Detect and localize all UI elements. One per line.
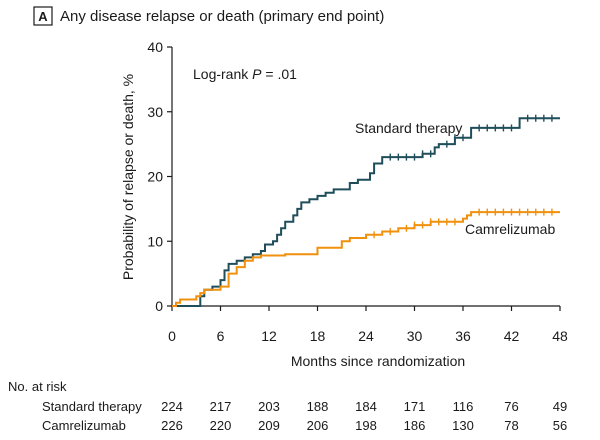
at-risk-value-camrelizumab: 130 [452,418,474,433]
at-risk-value-standard-therapy: 203 [258,399,280,414]
at-risk-heading: No. at risk [8,379,67,394]
axes: 0 10 20 30 40 0 6 12 18 24 30 36 42 48 [147,39,568,344]
x-tick-label: 42 [504,328,520,344]
at-risk-value-standard-therapy: 184 [355,399,377,414]
y-tick-label: 30 [147,104,163,120]
y-tick-label: 40 [147,39,163,55]
y-axis-label: Probability of relapse or death, % [120,74,136,280]
curves [172,114,560,307]
panel-letter: A [38,9,48,24]
at-risk-value-standard-therapy: 116 [453,399,474,414]
at-risk-value-standard-therapy: 49 [553,399,567,414]
panel-title: Any disease relapse or death (primary en… [60,8,384,25]
x-tick-label: 30 [407,328,423,344]
at-risk-value-camrelizumab: 226 [161,418,183,433]
at-risk-value-camrelizumab: 220 [210,418,232,433]
logrank-annotation: Log-rank P = .01 [193,66,297,82]
at-risk-value-standard-therapy: 76 [504,399,518,414]
panel-letter-box [33,6,53,26]
y-tick-label: 20 [147,169,163,185]
y-tick-label: 0 [155,298,163,314]
x-tick-label: 36 [455,328,471,344]
at-risk-value-camrelizumab: 78 [504,418,518,433]
x-tick-label: 0 [168,328,176,344]
at-risk-row-label-standard-therapy: Standard therapy [42,399,142,414]
at-risk-value-standard-therapy: 188 [307,399,329,414]
at-risk-values: 224 217 203 188 184 171 116 76 49 226 220 209 206 198… [161,399,567,433]
at-risk-value-camrelizumab: 56 [553,418,567,433]
at-risk-value-standard-therapy: 171 [404,399,426,414]
x-tick-label: 48 [552,328,568,344]
at-risk-value-camrelizumab: 198 [355,418,377,433]
at-risk-value-standard-therapy: 224 [161,399,183,414]
x-tick-label: 24 [358,328,374,344]
at-risk-value-standard-therapy: 217 [210,399,232,414]
y-tick-label: 10 [147,233,163,249]
x-axis-label: Months since randomization [291,353,465,369]
x-tick-label: 6 [217,328,225,344]
x-tick-label: 18 [310,328,326,344]
series-label-standard-therapy: Standard therapy [355,120,462,136]
at-risk-value-camrelizumab: 186 [404,418,426,433]
series-label-camrelizumab: Camrelizumab [465,221,555,237]
at-risk-value-camrelizumab: 206 [307,418,329,433]
x-tick-label: 12 [261,328,277,344]
at-risk-row-label-camrelizumab: Camrelizumab [42,418,126,433]
at-risk-value-camrelizumab: 209 [258,418,280,433]
